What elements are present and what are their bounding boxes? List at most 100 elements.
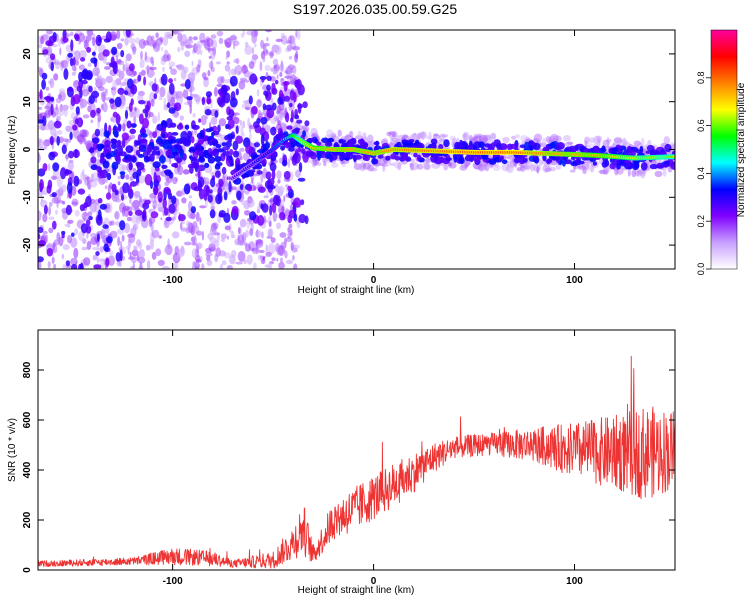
spectrogram-blob	[287, 214, 293, 224]
spectrogram-blob	[93, 141, 98, 151]
spectrogram-blob	[520, 165, 526, 173]
spectrogram-blob	[533, 133, 543, 143]
spectrogram-blob	[389, 131, 398, 140]
spectrogram-blob	[593, 135, 601, 145]
spectrogram-blob	[285, 208, 290, 216]
spectrogram-blob	[238, 227, 241, 235]
spectrogram-blob	[90, 232, 97, 238]
spectrogram-blob	[163, 169, 172, 175]
spectrogram-blob	[323, 161, 327, 167]
spectrogram-blob	[589, 137, 595, 144]
spectrogram-blob	[120, 38, 125, 42]
spectrogram-blob	[251, 105, 258, 115]
spectrogram-blob	[257, 215, 265, 226]
spectrogram-blob	[134, 193, 139, 200]
spectrogram-blob	[279, 72, 283, 77]
spectrogram-blob	[288, 55, 293, 60]
spectrogram-marks	[38, 30, 675, 269]
spectrogram-blob	[65, 125, 72, 132]
spectrogram-blob	[300, 199, 305, 206]
spectrogram-blob	[394, 155, 401, 161]
spectrogram-blob	[161, 133, 166, 139]
spectrogram-blob	[128, 161, 133, 171]
spectrogram-blob	[606, 138, 612, 143]
spectrogram-blob	[75, 106, 80, 115]
spectrogram-blob	[94, 128, 101, 137]
spectrogram-blob	[571, 156, 576, 161]
spectrogram-blob	[170, 68, 178, 75]
spectrogram-blob	[159, 95, 163, 101]
colorbar-ticks: 0.0 0.2 0.4 0.6 0.8	[696, 72, 711, 275]
spectrogram-blob	[293, 197, 302, 208]
spectrogram-blob	[157, 136, 162, 143]
spectrogram-blob	[532, 156, 538, 163]
spectrogram-blob	[152, 131, 158, 139]
spectrogram-blob	[200, 50, 203, 56]
spectrogram-blob	[233, 42, 236, 50]
spectrogram-blob	[173, 112, 180, 116]
spectrogram-blob	[111, 161, 119, 170]
spectrogram-blob	[48, 151, 56, 161]
spectrogram-blob	[276, 63, 280, 74]
spectrogram-blob	[339, 153, 345, 162]
spectrogram-blob	[199, 129, 205, 139]
spectrogram-x-tick-label: -100	[163, 275, 183, 286]
spectrogram-blob	[90, 109, 96, 119]
spectrogram-blob	[74, 84, 78, 94]
spectrogram-blob	[114, 210, 120, 220]
spectrogram-blob	[80, 57, 86, 62]
spectrogram-blob	[285, 259, 294, 265]
spectrogram-blob	[293, 213, 298, 222]
spectrogram-blob	[514, 134, 521, 139]
spectrogram-blob	[606, 139, 612, 143]
spectrogram-blob	[160, 55, 169, 62]
spectrogram-blob	[188, 195, 193, 199]
spectrogram-blob	[442, 163, 449, 171]
spectrogram-blob	[271, 169, 276, 180]
spectrogram-blob	[345, 134, 352, 138]
spectrogram-blob	[235, 125, 239, 134]
spectrogram-blob	[426, 135, 432, 140]
spectrogram-blob	[176, 157, 183, 163]
spectrogram-blob	[441, 134, 449, 138]
spectrogram-blob	[86, 175, 90, 186]
spectrogram-blob	[400, 152, 409, 161]
spectrogram-blob	[105, 177, 108, 183]
spectrogram-blob	[104, 185, 108, 190]
spectrogram-blob	[337, 129, 342, 137]
spectrogram-blob	[267, 184, 276, 190]
spectrogram-blob	[152, 40, 157, 49]
spectrogram-blob	[207, 232, 214, 240]
spectrogram-blob	[647, 139, 652, 147]
spectrogram-blob	[293, 91, 297, 103]
snr-marks	[38, 355, 675, 569]
spectrogram-blob	[633, 140, 642, 146]
spectrogram-blob	[362, 162, 372, 170]
spectrogram-blob	[536, 166, 540, 174]
spectrogram-blob	[237, 251, 246, 262]
spectrogram-blob	[59, 47, 62, 56]
spectrogram-blob	[88, 85, 93, 93]
spectrogram-blob	[599, 169, 606, 175]
spectrogram-blob	[538, 159, 543, 167]
spectrogram-blob	[74, 209, 80, 217]
spectrogram-blob	[86, 46, 92, 53]
spectrogram-blob	[420, 131, 428, 139]
spectrogram-blob	[85, 225, 92, 234]
spectrogram-blob	[144, 51, 148, 61]
spectrogram-blob	[221, 260, 227, 266]
spectrogram-blob	[71, 232, 75, 237]
spectrogram-blob	[66, 181, 73, 194]
spectrogram-blob	[272, 58, 279, 66]
spectrogram-blob	[90, 119, 94, 124]
spectrogram-blob	[199, 205, 207, 209]
spectrogram-blob	[206, 98, 212, 105]
spectrogram-blob	[82, 114, 90, 119]
spectrogram-blob	[112, 130, 117, 136]
spectrogram-blob	[44, 123, 52, 131]
spectrogram-blob	[179, 115, 184, 121]
spectrogram-blob	[264, 64, 271, 72]
spectrogram-blob	[165, 244, 173, 256]
spectrogram-blob	[386, 131, 392, 137]
spectrogram-blob	[594, 136, 599, 145]
